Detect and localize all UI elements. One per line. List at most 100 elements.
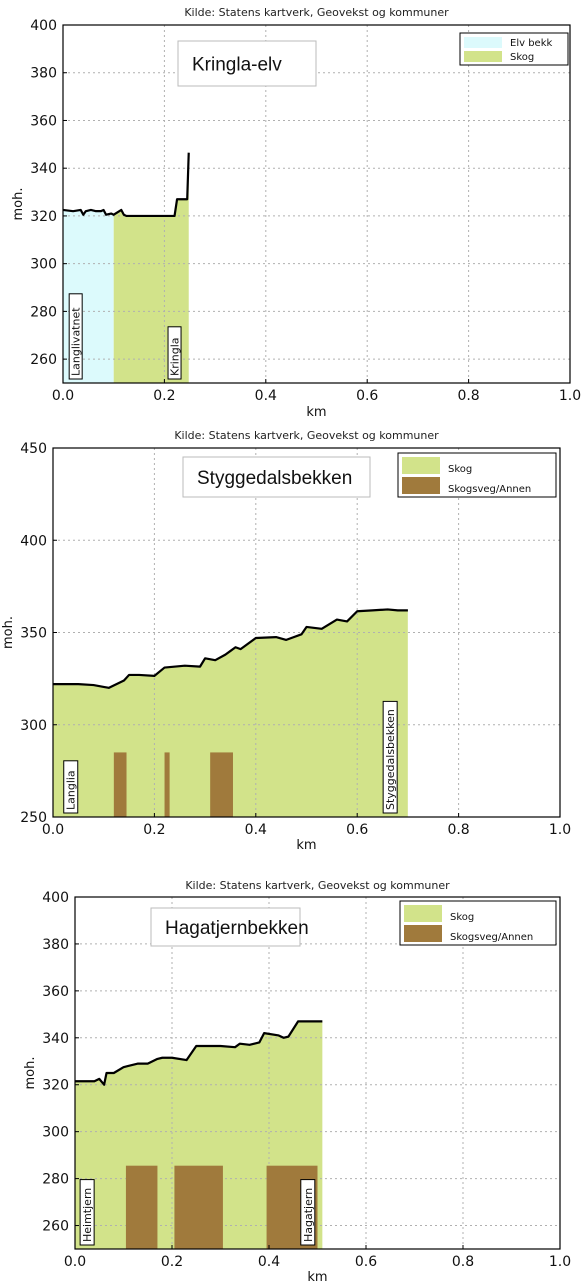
chart-title: Hagatjernbekken [165, 918, 309, 939]
place-label-box [63, 760, 79, 814]
source-caption: Kilde: Statens kartverk, Geovekst og kom… [184, 6, 449, 19]
x-tick-label: 0.8 [457, 388, 479, 404]
elevation-profile-line [53, 608, 408, 689]
y-tick-label: 300 [20, 718, 47, 734]
place-label-box [167, 326, 182, 380]
place-label-text: Heimtjern [81, 1188, 94, 1242]
x-tick-label: 0.4 [245, 822, 267, 838]
y-tick-label: 300 [42, 1125, 69, 1141]
place-label-langlia: Langlia [63, 760, 79, 814]
y-tick-label: 380 [30, 66, 57, 82]
x-tick-label: 0.2 [153, 388, 175, 404]
legend: Skog Skogsveg/Annen [397, 452, 557, 498]
y-tick-label: 400 [20, 533, 47, 549]
x-tick-label: 1.0 [559, 388, 581, 404]
legend-swatch-skog [402, 457, 440, 474]
y-axis-label: moh. [23, 1057, 38, 1090]
legend-swatch-skogsveg-annen [404, 925, 442, 942]
legend-label-skog: Skog [450, 912, 474, 923]
legend-swatch-skog [464, 51, 502, 62]
y-tick-label: 340 [30, 161, 57, 177]
road-segment [164, 752, 170, 817]
x-tick-label: 0.8 [452, 1254, 474, 1270]
y-tick-label: 360 [42, 984, 69, 1000]
legend-label-skog: Skog [510, 52, 534, 63]
place-label-text: Kringla [169, 337, 182, 376]
x-tick-label: 0.0 [42, 822, 64, 838]
x-tick-label: 0.4 [258, 1254, 280, 1270]
place-label-box [79, 1179, 95, 1246]
x-axis-label: km [306, 405, 326, 420]
place-label-text: Styggedalsbekken [384, 709, 397, 810]
place-label-kringla: Kringla [167, 326, 182, 380]
legend-label-skogsveg-annen: Skogsveg/Annen [450, 932, 533, 943]
legend: Skog Skogsveg/Annen [399, 900, 557, 946]
legend-label-skogsveg-annen: Skogsveg/Annen [448, 484, 531, 495]
x-tick-label: 1.0 [549, 1254, 571, 1270]
legend-swatch-elv-bekk [464, 37, 502, 48]
elevation-chart-kringla-elv: Kilde: Statens kartverk, Geovekst og kom… [0, 0, 587, 425]
x-tick-label: 0.6 [355, 1254, 377, 1270]
x-tick-label: 0.8 [447, 822, 469, 838]
legend-label-elv-bekk: Elv bekk [510, 38, 552, 49]
elevation-profile-line [75, 1020, 323, 1086]
y-tick-label: 260 [42, 1219, 69, 1235]
y-tick-label: 400 [30, 18, 57, 34]
x-axis-label: km [307, 1270, 327, 1284]
chart-title-box [182, 456, 371, 498]
road-segment [113, 752, 127, 817]
y-tick-label: 280 [42, 1172, 69, 1188]
source-caption: Kilde: Statens kartverk, Geovekst og kom… [185, 879, 450, 892]
x-tick-label: 0.2 [161, 1254, 183, 1270]
y-tick-label: 320 [42, 1078, 69, 1094]
place-label-langlivatnet: Langlivatnet [68, 293, 83, 380]
y-tick-label: 350 [20, 626, 47, 642]
x-tick-label: 0.6 [356, 388, 378, 404]
legend-label-skog: Skog [448, 464, 472, 475]
y-tick-label: 400 [42, 890, 69, 906]
elevation-chart-styggedalsbekken: Kilde: Statens kartverk, Geovekst og kom… [0, 425, 587, 857]
legend-swatch-skogsveg-annen [402, 477, 440, 494]
x-tick-label: 0.0 [52, 388, 74, 404]
y-tick-label: 360 [30, 113, 57, 129]
place-label-box [382, 700, 398, 814]
legend: Elv bekk Skog [459, 32, 569, 66]
y-tick-label: 320 [30, 209, 57, 225]
y-tick-label: 250 [20, 810, 47, 826]
x-axis-label: km [296, 838, 316, 853]
place-label-hagatjern: Hagatjern [300, 1179, 316, 1246]
source-caption: Kilde: Statens kartverk, Geovekst og kom… [174, 429, 439, 442]
y-tick-label: 450 [20, 441, 47, 457]
chart-title-box [177, 40, 317, 87]
plot-frame [62, 24, 571, 384]
elevation-chart-hagatjernbekken: Kilde: Statens kartverk, Geovekst og kom… [0, 857, 587, 1284]
y-tick-label: 280 [30, 304, 57, 320]
x-tick-label: 1.0 [549, 822, 571, 838]
y-tick-label: 300 [30, 257, 57, 273]
chart-title: Kringla-elv [192, 55, 282, 76]
chart-title-box [150, 907, 301, 947]
place-label-text: Hagatjern [302, 1188, 315, 1242]
place-label-text: Langlia [65, 770, 78, 810]
plot-frame [74, 896, 561, 1250]
place-label-text: Langlivatnet [70, 307, 83, 376]
x-tick-label: 0.6 [346, 822, 368, 838]
place-label-box [68, 293, 83, 380]
chart-title: Styggedalsbekken [197, 468, 352, 489]
road-segment [125, 1165, 158, 1249]
y-axis-label: moh. [11, 188, 26, 221]
x-tick-label: 0.2 [143, 822, 165, 838]
elevation-profile-line [62, 152, 190, 218]
place-label-heimtjern: Heimtjern [79, 1179, 95, 1246]
x-tick-label: 0.4 [255, 388, 277, 404]
place-label-styggedalsbekken: Styggedalsbekken [382, 700, 398, 814]
y-axis-label: moh. [1, 616, 16, 649]
place-label-box [300, 1179, 316, 1246]
legend-swatch-skog [404, 905, 442, 922]
y-tick-label: 340 [42, 1031, 69, 1047]
x-tick-label: 0.0 [64, 1254, 86, 1270]
road-segment [210, 752, 233, 817]
y-tick-label: 260 [30, 352, 57, 368]
y-tick-label: 380 [42, 937, 69, 953]
road-segment [174, 1165, 223, 1249]
